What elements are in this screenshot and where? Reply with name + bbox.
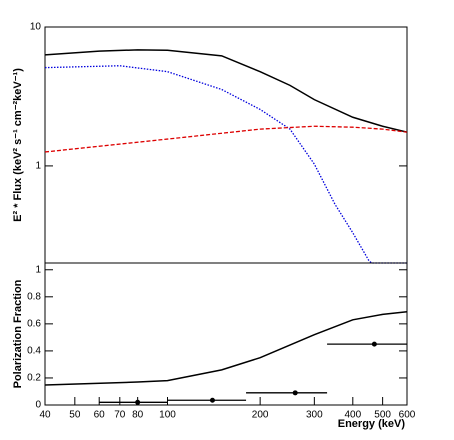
x-tick-label: 40 [39,410,51,421]
x-tick-label: 600 [399,410,416,421]
data-point [135,399,141,405]
x-tick-label: 200 [252,410,269,421]
y-tick-label: 0.6 [27,318,41,329]
data-point [292,390,298,396]
y-tick-label: 0 [35,400,41,411]
plot-frame [44,26,408,264]
y-tick-label: 1 [35,161,41,172]
x-tick-label: 50 [69,410,81,421]
series-line [45,125,407,153]
y-axis-label: Polarization Fraction [12,279,24,388]
y-tick-label: 0.8 [27,291,41,302]
x-tick-label: 60 [94,410,106,421]
y-tick-label: 0.4 [27,346,41,357]
plot-frame [44,262,408,406]
x-tick-label: 400 [344,410,361,421]
data-point [209,397,215,403]
y-tick-label: 1 [35,264,41,275]
series-line [45,310,407,386]
x-tick-label: 70 [114,410,126,421]
series-line [45,65,407,264]
y-tick-label: 0.2 [27,373,41,384]
series-line [45,49,407,133]
y-axis-label: E² * Flux (keV² s⁻¹ cm⁻²keV⁻¹) [12,68,24,222]
x-tick-label: 300 [306,410,323,421]
data-point [371,341,377,347]
y-tick-label: 10 [30,22,42,33]
x-tick-label: 500 [374,410,391,421]
x-axis-label: Energy (keV) [338,418,406,430]
x-tick-label: 80 [132,410,144,421]
x-tick-label: 100 [159,410,176,421]
